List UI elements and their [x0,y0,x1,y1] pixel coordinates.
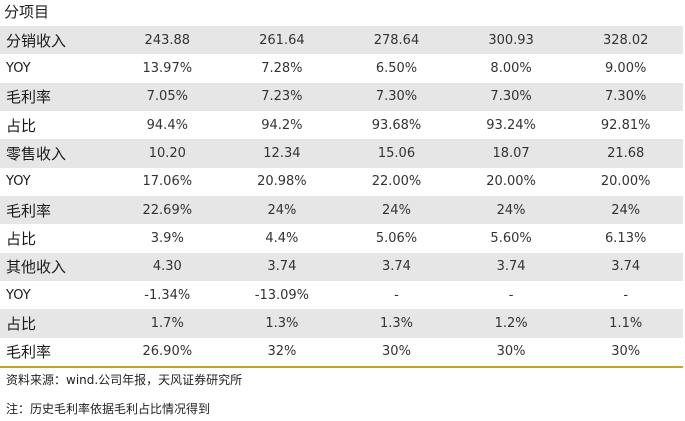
table-row-distribution-yoy: YOY 13.97% 7.28% 6.50% 8.00% 9.00% [0,54,683,82]
table-cell: 93.24% [486,117,536,133]
row-label: 分销收入 [0,26,110,55]
table-cell: 243.88 [110,26,225,55]
table-cell: 10.20 [110,139,225,168]
table-cell: 1.1% [568,309,683,338]
table-cell: 5.60% [490,231,532,247]
row-label: 占比 [0,309,110,338]
table-cell: -1.34% [144,287,191,303]
table-cell: 1.2% [453,309,569,338]
row-label: 毛利率 [0,196,110,225]
table-row-other-revenue: 其他收入 4.30 3.74 3.74 3.74 3.74 [0,252,683,282]
table-cell: 7.30% [339,82,454,112]
table-cell: 278.64 [339,26,454,55]
table-row-distribution-gross-margin: 毛利率 7.05% 7.23% 7.30% 7.30% 7.30% [0,82,683,112]
table-row-retail-share: 占比 3.9% 4.4% 5.06% 5.60% 6.13% [0,224,683,252]
table-cell: 30% [568,337,683,369]
table-cell: 17.06% [142,174,193,190]
section-title: 分项目 [4,3,50,21]
table-cell: 15.06 [339,139,454,168]
row-label: 占比 [6,230,37,249]
table-cell: 6.50% [375,61,418,77]
table-cell: 30% [339,337,454,369]
table-cell: 22.00% [371,174,422,190]
table-cell: 24% [568,196,683,225]
table-cell: 20.00% [486,174,536,190]
table-cell: 32% [224,337,340,369]
table-cell: 1.3% [224,309,340,338]
table-cell: 261.64 [224,26,340,55]
table-cell: 8.00% [490,61,532,77]
table-cell: 3.74 [453,252,569,282]
table-row-distribution-revenue: 分销收入 243.88 261.64 278.64 300.93 328.02 [0,26,683,55]
table-cell: - [394,287,399,303]
table-cell: 6.13% [605,231,647,247]
row-label: 毛利率 [0,337,110,369]
remark-note: 注：历史毛利率依据毛利占比情况得到 [6,402,211,416]
table-cell: 5.06% [375,231,418,247]
table-row-retail-revenue: 零售收入 10.20 12.34 15.06 18.07 21.68 [0,139,683,168]
table-cell: 92.81% [600,117,651,133]
table-cell: 20.98% [257,174,307,190]
table-row-distribution-share: 占比 94.4% 94.2% 93.68% 93.24% 92.81% [0,111,683,139]
table-cell: -13.09% [254,287,310,303]
table-cell: 18.07 [453,139,569,168]
table-row-other-yoy: YOY -1.34% -13.09% - - - [0,281,683,309]
table-cell: 94.2% [261,117,303,133]
table-cell: 7.05% [110,82,225,112]
row-label: 占比 [6,116,37,135]
row-label: YOY [6,287,31,303]
table-cell: 13.97% [142,61,193,77]
row-label: 毛利率 [0,82,110,112]
table-cell: 1.7% [110,309,225,338]
table-cell: 24% [339,196,454,225]
table-row-other-gross-margin: 毛利率 26.90% 32% 30% 30% 30% [0,337,683,369]
table-cell: 3.74 [339,252,454,282]
table-cell: 328.02 [568,26,683,55]
segment-table: 分销收入 243.88 261.64 278.64 300.93 328.02 … [0,26,683,369]
table-cell: 26.90% [110,337,225,369]
source-note: 资料来源：wind.公司年报，天风证券研究所 [6,373,243,387]
table-cell: 3.74 [568,252,683,282]
table-cell: - [508,287,514,303]
table-cell: 24% [224,196,340,225]
table-cell: 1.3% [339,309,454,338]
table-cell: 3.74 [224,252,340,282]
table-cell: 4.30 [110,252,225,282]
table-cell: 300.93 [453,26,569,55]
table-cell: 30% [453,337,569,369]
table-cell: - [623,287,629,303]
table-cell: 7.28% [261,61,303,77]
table-cell: 21.68 [568,139,683,168]
table-cell: 24% [453,196,569,225]
row-label: YOY [6,61,31,77]
table-cell: 4.4% [265,231,299,247]
table-row-retail-yoy: YOY 17.06% 20.98% 22.00% 20.00% 20.00% [0,168,683,196]
table-cell: 20.00% [600,174,651,190]
table-cell: 93.68% [371,117,422,133]
table-cell: 7.30% [568,82,683,112]
table-cell: 94.4% [146,117,188,133]
row-label: 其他收入 [0,252,110,282]
row-label: 零售收入 [0,139,110,168]
table-cell: 7.23% [224,82,340,112]
table-cell: 9.00% [605,61,647,77]
table-row-retail-gross-margin: 毛利率 22.69% 24% 24% 24% 24% [0,196,683,225]
table-row-other-share: 占比 1.7% 1.3% 1.3% 1.2% 1.1% [0,309,683,338]
table-cell: 7.30% [453,82,569,112]
table-cell: 3.9% [150,231,184,247]
table-cell: 22.69% [110,196,225,225]
table-cell: 12.34 [224,139,340,168]
row-label: YOY [6,174,31,190]
